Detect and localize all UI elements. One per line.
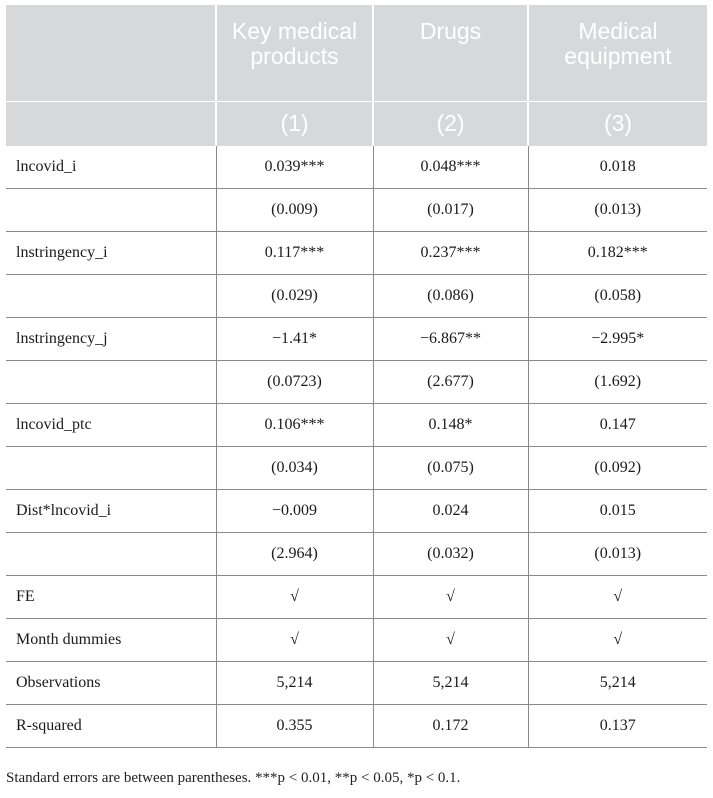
value-cell: (0.017) xyxy=(372,188,529,232)
value-cell: (0.009) xyxy=(215,188,374,232)
value-cell: −1.41* xyxy=(215,317,374,361)
value-cell: 0.182*** xyxy=(527,231,707,275)
header-drugs: Drugs xyxy=(372,5,528,101)
header-corner-number xyxy=(6,100,216,146)
value-cell: √ xyxy=(527,618,707,662)
table-row: lncovid_ptc 0.106*** 0.148* 0.147 xyxy=(6,403,707,447)
row-label-cell: Month dummies xyxy=(6,618,217,662)
header-corner xyxy=(6,5,216,101)
value-cell: 5,214 xyxy=(215,661,374,705)
table-row: lnstringency_i 0.117*** 0.237*** 0.182*** xyxy=(6,231,707,275)
table-row: R-squared 0.355 0.172 0.137 xyxy=(6,704,707,748)
value-cell: 0.355 xyxy=(215,704,374,748)
table-header: Key medical products Drugs Medical equip… xyxy=(6,5,707,146)
row-label-cell: Dist*lncovid_i xyxy=(6,489,217,533)
value-cell: √ xyxy=(372,575,529,619)
row-label-cell: lncovid_ptc xyxy=(6,403,217,447)
table-row: Observations 5,214 5,214 5,214 xyxy=(6,661,707,705)
value-cell: (0.0723) xyxy=(215,360,374,404)
table-row: (0.029) (0.086) (0.058) xyxy=(6,274,707,318)
value-cell: (0.032) xyxy=(372,532,529,576)
header-number-row: (1) (2) (3) xyxy=(6,100,707,146)
table-body: lncovid_i 0.039*** 0.048*** 0.018 (0.009) (0.… xyxy=(6,145,707,748)
row-label-cell: lnstringency_i xyxy=(6,231,217,275)
value-cell: −2.995* xyxy=(527,317,707,361)
table-row: lncovid_i 0.039*** 0.048*** 0.018 xyxy=(6,145,707,189)
table-row: (0.009) (0.017) (0.013) xyxy=(6,188,707,232)
value-cell: √ xyxy=(527,575,707,619)
value-cell: 0.015 xyxy=(527,489,707,533)
value-cell: (0.092) xyxy=(527,446,707,490)
value-cell: 0.024 xyxy=(372,489,529,533)
row-label-cell xyxy=(6,532,217,576)
row-label-cell: lnstringency_j xyxy=(6,317,217,361)
value-cell: √ xyxy=(215,618,374,662)
value-cell: (2.677) xyxy=(372,360,529,404)
value-cell: 5,214 xyxy=(372,661,529,705)
value-cell: (0.013) xyxy=(527,532,707,576)
table-row: (0.034) (0.075) (0.092) xyxy=(6,446,707,490)
header-number-3: (3) xyxy=(527,100,707,146)
value-cell: (0.075) xyxy=(372,446,529,490)
header-key-medical-products: Key medical products xyxy=(215,5,373,101)
value-cell: (0.086) xyxy=(372,274,529,318)
row-label-cell xyxy=(6,274,217,318)
value-cell: 0.048*** xyxy=(372,145,529,189)
value-cell: 0.148* xyxy=(372,403,529,447)
row-label-cell: Observations xyxy=(6,661,217,705)
table-row: FE √ √ √ xyxy=(6,575,707,619)
value-cell: 0.018 xyxy=(527,145,707,189)
value-cell: 0.172 xyxy=(372,704,529,748)
value-cell: 5,214 xyxy=(527,661,707,705)
value-cell: √ xyxy=(372,618,529,662)
row-label-cell xyxy=(6,188,217,232)
value-cell: (1.692) xyxy=(527,360,707,404)
row-label-cell: lncovid_i xyxy=(6,145,217,189)
header-number-1: (1) xyxy=(215,100,373,146)
table-row: Dist*lncovid_i −0.009 0.024 0.015 xyxy=(6,489,707,533)
value-cell: (2.964) xyxy=(215,532,374,576)
value-cell: −6.867** xyxy=(372,317,529,361)
table-row: Month dummies √ √ √ xyxy=(6,618,707,662)
value-cell: 0.106*** xyxy=(215,403,374,447)
row-label-cell: R-squared xyxy=(6,704,217,748)
row-label-cell xyxy=(6,446,217,490)
table-row: lnstringency_j −1.41* −6.867** −2.995* xyxy=(6,317,707,361)
value-cell: −0.009 xyxy=(215,489,374,533)
header-label-row: Key medical products Drugs Medical equip… xyxy=(6,5,707,101)
value-cell: (0.013) xyxy=(527,188,707,232)
row-label-cell xyxy=(6,360,217,404)
table-row: (2.964) (0.032) (0.013) xyxy=(6,532,707,576)
value-cell: 0.147 xyxy=(527,403,707,447)
header-medical-equipment: Medical equipment xyxy=(527,5,707,101)
value-cell: (0.029) xyxy=(215,274,374,318)
table-row: (0.0723) (2.677) (1.692) xyxy=(6,360,707,404)
value-cell: √ xyxy=(215,575,374,619)
value-cell: 0.117*** xyxy=(215,231,374,275)
header-number-2: (2) xyxy=(372,100,528,146)
regression-table: Key medical products Drugs Medical equip… xyxy=(6,5,707,748)
value-cell: 0.039*** xyxy=(215,145,374,189)
value-cell: (0.034) xyxy=(215,446,374,490)
value-cell: (0.058) xyxy=(527,274,707,318)
row-label-cell: FE xyxy=(6,575,217,619)
table-footnote: Standard errors are between parentheses.… xyxy=(6,770,461,786)
value-cell: 0.137 xyxy=(527,704,707,748)
value-cell: 0.237*** xyxy=(372,231,529,275)
